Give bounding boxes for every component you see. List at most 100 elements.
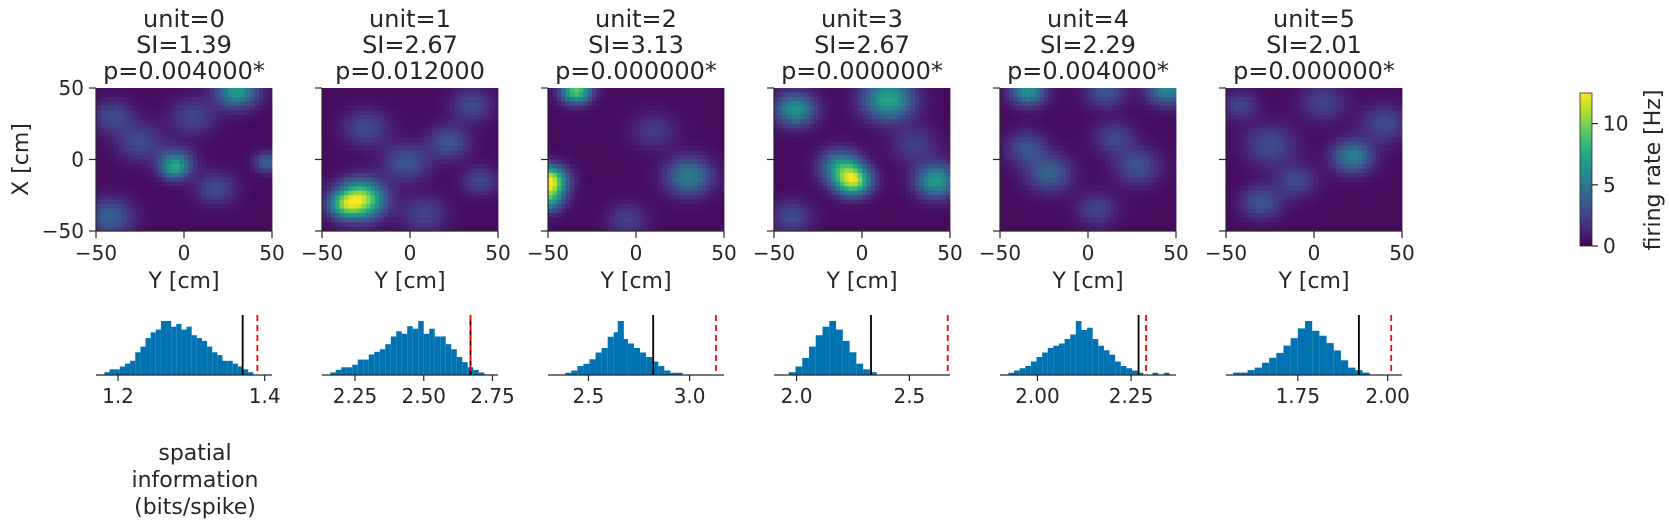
- heatmap-cell: [835, 128, 841, 134]
- heatmap-cell: [583, 168, 588, 174]
- heatmap-cell: [631, 217, 637, 223]
- heatmap-cell: [462, 172, 468, 178]
- heatmap-cell: [135, 186, 141, 192]
- heatmap-cell: [339, 119, 345, 125]
- heatmap-cell: [489, 105, 494, 111]
- heatmap-cell: [644, 119, 650, 125]
- heatmap-cell: [583, 199, 588, 205]
- heatmap-cell: [583, 155, 588, 160]
- heatmap-cell: [131, 186, 136, 192]
- heatmap-cell: [680, 181, 685, 187]
- heatmap-cell: [636, 155, 641, 160]
- heatmap-cell: [179, 226, 185, 232]
- heatmap-cell: [210, 150, 216, 156]
- heatmap-cell: [192, 146, 198, 151]
- heatmap-cell: [719, 222, 725, 227]
- heatmap-cell: [658, 199, 663, 205]
- heatmap-cell: [414, 204, 420, 210]
- heatmap-cell: [822, 177, 828, 183]
- heatmap-cell: [188, 181, 194, 187]
- heatmap-cell: [153, 204, 158, 210]
- heatmap-cell: [96, 172, 101, 178]
- heatmap-cell: [649, 208, 654, 214]
- heatmap-cell: [489, 123, 494, 129]
- heatmap-cell: [600, 141, 606, 147]
- heatmap-cell: [445, 101, 450, 107]
- heatmap-cell: [206, 204, 211, 210]
- heatmap-cell: [618, 132, 624, 138]
- heatmap-cell: [436, 199, 442, 205]
- heatmap-cell: [884, 128, 889, 134]
- heatmap-cell: [618, 88, 624, 93]
- heatmap-cell: [219, 146, 224, 151]
- heatmap-cell: [166, 132, 172, 138]
- heatmap-cell: [719, 155, 725, 160]
- heatmap-cell: [884, 105, 889, 111]
- heatmap-cell: [844, 123, 850, 129]
- heatmap-cell: [162, 132, 167, 138]
- heatmap-cell: [383, 226, 389, 232]
- heatmap-cell: [122, 141, 128, 147]
- heatmap-cell: [445, 92, 450, 98]
- heatmap-cell: [693, 92, 698, 98]
- heatmap-cell: [631, 137, 637, 143]
- heatmap-cell: [919, 132, 924, 138]
- heatmap-cell: [561, 208, 566, 214]
- heatmap-cell: [614, 186, 619, 192]
- heatmap-cell: [578, 155, 584, 160]
- heatmap-cell: [774, 141, 779, 147]
- heatmap-cell: [583, 101, 588, 107]
- heatmap-cell: [197, 146, 202, 151]
- heatmap-cell: [335, 208, 340, 214]
- heatmap-cell: [126, 92, 132, 98]
- heatmap-cell: [818, 146, 823, 151]
- histogram-bar: [196, 338, 202, 375]
- heatmap-cell: [688, 204, 694, 210]
- heatmap-cell: [561, 101, 566, 107]
- heatmap-cell: [866, 132, 872, 138]
- heatmap-cell: [471, 159, 477, 165]
- heatmap-cell: [410, 110, 415, 116]
- heatmap-cell: [162, 101, 167, 107]
- heatmap-cell: [157, 168, 163, 174]
- heatmap-cell: [370, 217, 376, 223]
- heatmap-cell: [675, 222, 681, 227]
- heatmap-cell: [201, 163, 207, 169]
- heatmap-cell: [636, 128, 641, 134]
- heatmap-cell: [596, 96, 602, 102]
- heatmap-cell: [263, 110, 268, 116]
- heatmap-cell: [627, 168, 632, 174]
- heatmap-cell: [245, 123, 251, 129]
- heatmap-cell: [489, 186, 494, 192]
- heatmap-cell: [339, 208, 345, 214]
- heatmap-cell: [715, 146, 720, 151]
- heatmap-cell: [552, 217, 558, 223]
- heatmap-cell: [680, 222, 685, 227]
- heatmap-cell: [131, 146, 136, 151]
- heatmap-cell: [366, 208, 371, 214]
- heatmap-cell: [454, 141, 459, 147]
- heatmap-cell: [258, 163, 264, 169]
- heatmap-cell: [493, 186, 499, 192]
- heatmap-cell: [791, 128, 797, 134]
- heatmap-cell: [410, 96, 415, 102]
- heatmap-cell: [666, 132, 672, 138]
- heatmap-cell: [600, 222, 606, 227]
- heatmap-cell: [662, 155, 668, 160]
- heatmap-cell: [96, 163, 101, 169]
- heatmap-cell: [840, 128, 845, 134]
- heatmap-cell: [396, 163, 402, 169]
- heatmap-cell: [857, 88, 863, 93]
- heatmap-cell: [126, 208, 132, 214]
- heatmap-cell: [374, 150, 380, 156]
- heatmap-cell: [653, 226, 659, 232]
- heatmap-cell: [480, 163, 486, 169]
- heatmap-cell: [170, 226, 176, 232]
- heatmap-cell: [458, 88, 464, 93]
- heatmap-cell: [552, 88, 558, 93]
- heatmap-cell: [675, 204, 681, 210]
- heatmap-cell: [109, 159, 114, 165]
- heatmap-cell: [344, 110, 349, 116]
- histogram-bar: [176, 323, 182, 375]
- heatmap-cell: [210, 208, 216, 214]
